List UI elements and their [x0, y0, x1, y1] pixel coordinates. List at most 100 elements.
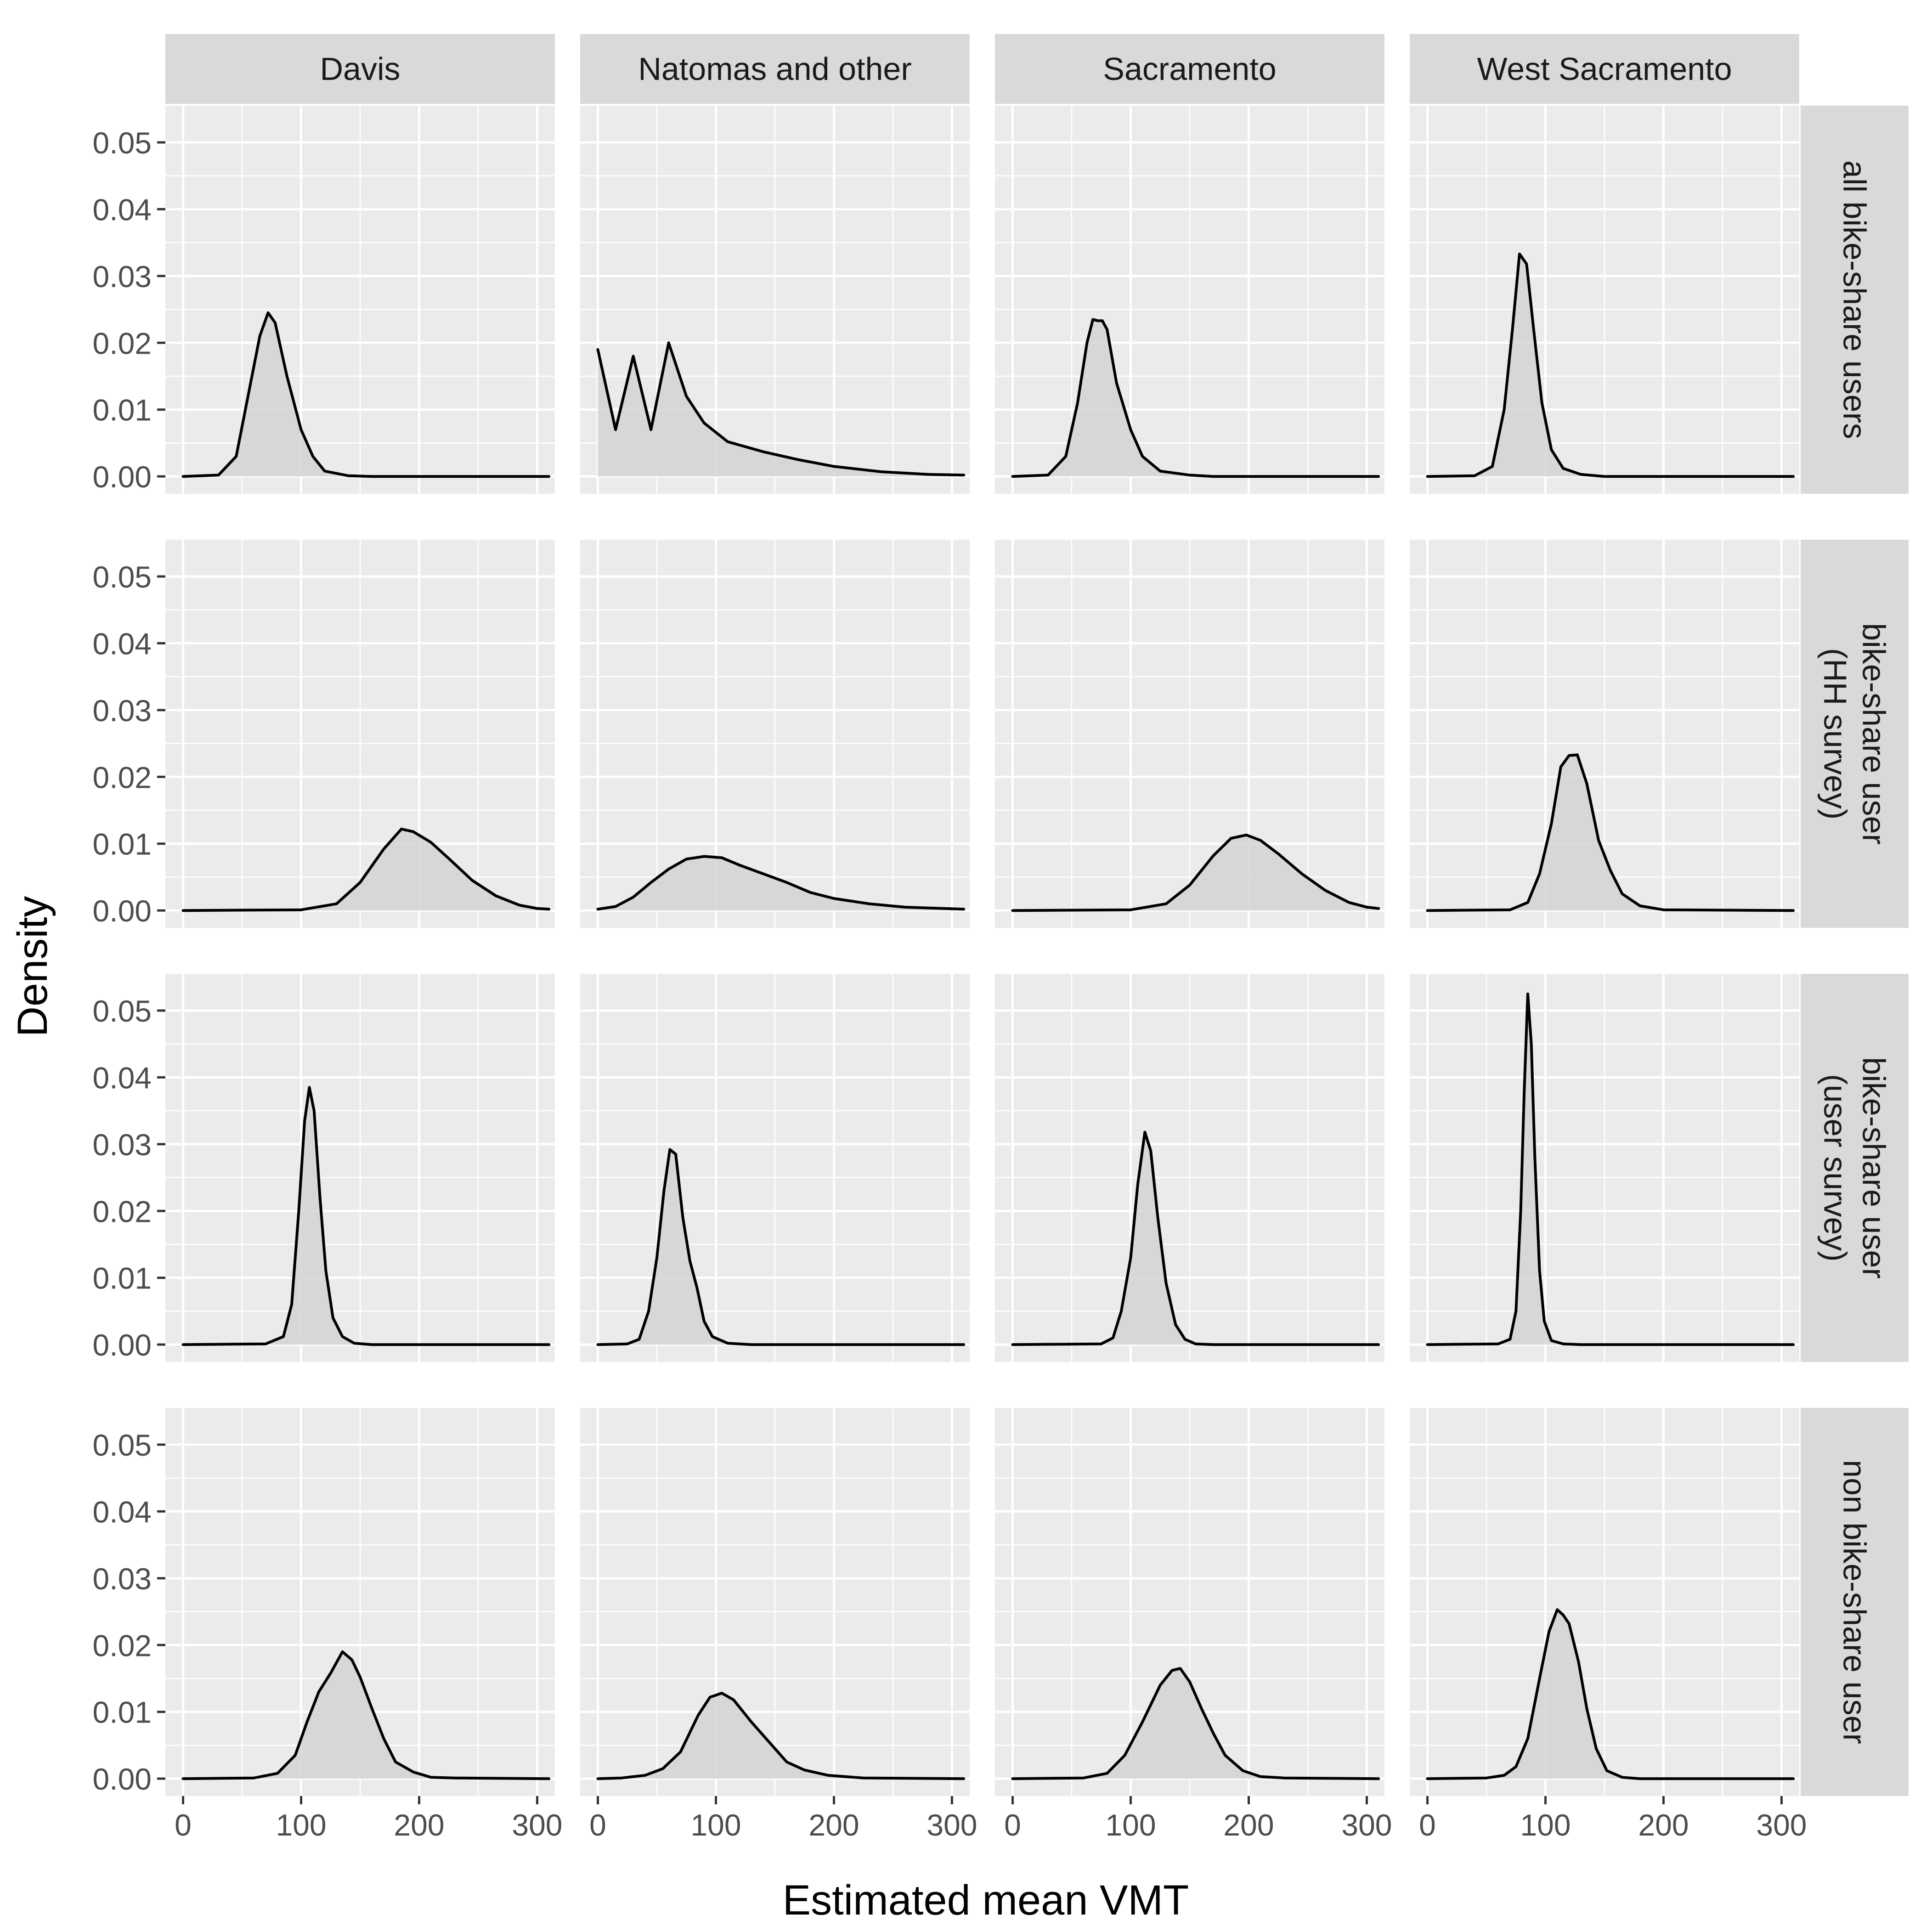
facet-panel [580, 974, 970, 1362]
x-tick-label: 200 [1638, 1808, 1689, 1842]
density-line [1426, 753, 1795, 912]
density-area [1427, 755, 1794, 911]
x-tick-label: 0 [1419, 1808, 1436, 1842]
density-area [1012, 835, 1379, 911]
y-tick-label: 0.05 [93, 1428, 152, 1462]
y-tick-label: 0.01 [93, 1261, 152, 1295]
x-tick-label: 300 [512, 1808, 562, 1842]
x-tick-label: 100 [1520, 1808, 1570, 1842]
x-tick-label: 300 [1341, 1808, 1392, 1842]
y-tick-label: 0.00 [93, 1328, 152, 1362]
x-axis-title: Estimated mean VMT [783, 1877, 1189, 1924]
y-tick-label: 0.03 [93, 1128, 152, 1162]
density-line [1011, 1130, 1380, 1346]
density-line [596, 341, 966, 477]
x-tick-label: 0 [1004, 1808, 1021, 1842]
facet-panel [995, 106, 1384, 494]
y-tick-label: 0.01 [93, 393, 152, 427]
y-tick-label: 0.04 [93, 192, 152, 226]
density-line [1011, 1667, 1380, 1780]
x-tick-label: 300 [926, 1808, 977, 1842]
x-tick-label: 100 [690, 1808, 741, 1842]
density-line [181, 827, 551, 912]
x-tick-label: 0 [589, 1808, 606, 1842]
column-strip-label: West Sacramento [1477, 51, 1732, 87]
row-strip-label: (user survey) [1818, 1074, 1853, 1261]
facet-panel [165, 974, 555, 1362]
row-strip [1801, 106, 1909, 494]
density-area [183, 1651, 549, 1779]
column-strip-label: Natomas and other [638, 51, 911, 87]
y-tick-label: 0.03 [93, 694, 152, 728]
row-strip-label: all bike-share users [1837, 160, 1873, 439]
y-tick-label: 0.01 [93, 1695, 152, 1729]
facet-panel [995, 974, 1384, 1362]
facet-panel [1410, 974, 1799, 1362]
row-strip-label-group: all bike-share users [1837, 160, 1873, 439]
density-area [598, 856, 964, 911]
facet-panel [165, 1408, 555, 1796]
density-line [1426, 1608, 1795, 1780]
density-area [598, 1693, 964, 1779]
facet-panel [165, 540, 555, 928]
y-tick-label: 0.04 [93, 1061, 152, 1095]
row-strip [1801, 540, 1909, 928]
y-tick-label: 0.04 [93, 1495, 152, 1529]
facet-panel [580, 1408, 970, 1796]
y-tick-label: 0.05 [93, 560, 152, 594]
row-strip [1801, 974, 1909, 1362]
facet-panel [995, 540, 1384, 928]
density-line [1011, 318, 1380, 478]
column-strip [580, 34, 970, 104]
density-line [1426, 992, 1795, 1346]
facet-grid: Davis Natomas and other Sacramento West Sac… [93, 34, 1909, 1842]
y-tick-label: 0.03 [93, 1562, 152, 1596]
facet-panel [995, 1408, 1384, 1796]
y-axis-title: Density [9, 896, 56, 1037]
row-strip-label: (HH survey) [1818, 648, 1853, 819]
y-tick-label: 0.01 [93, 827, 152, 861]
facet-panel [1410, 1408, 1799, 1796]
y-tick-label: 0.02 [93, 1194, 152, 1228]
density-area [183, 829, 549, 911]
y-tick-label: 0.03 [93, 260, 152, 294]
y-tick-label: 0.00 [93, 460, 152, 494]
row-strip-label-group: bike-share user(HH survey) [1818, 623, 1892, 844]
facet-panel [1410, 540, 1799, 928]
density-line [596, 855, 966, 911]
y-tick-label: 0.04 [93, 627, 152, 661]
density-area [1012, 1668, 1379, 1779]
row-strip [1801, 1408, 1909, 1796]
row-strip-label: bike-share user [1856, 623, 1892, 844]
column-strip [165, 34, 555, 104]
x-tick-label: 200 [808, 1808, 859, 1842]
y-tick-label: 0.02 [93, 1628, 152, 1662]
column-strip [995, 34, 1384, 104]
density-line [181, 311, 551, 478]
density-area [1427, 254, 1794, 477]
y-tick-label: 0.00 [93, 1762, 152, 1796]
facet-panel [580, 106, 970, 494]
x-tick-label: 200 [1223, 1808, 1274, 1842]
column-strip-label: Davis [320, 51, 400, 87]
density-line [596, 1692, 966, 1780]
x-tick-label: 200 [394, 1808, 444, 1842]
column-strip-label: Sacramento [1103, 51, 1276, 87]
y-tick-label: 0.05 [93, 994, 152, 1028]
row-strip-label: non bike-share user [1837, 1460, 1873, 1744]
facet-panel [1410, 106, 1799, 494]
column-strip [1410, 34, 1799, 104]
facet-panel [580, 540, 970, 928]
density-area [1012, 319, 1379, 477]
row-strip-label-group: non bike-share user [1837, 1460, 1873, 1744]
density-line [181, 1086, 551, 1346]
density-line [1011, 833, 1380, 912]
density-line [596, 1148, 966, 1346]
y-tick-label: 0.02 [93, 326, 152, 360]
row-strip-label: bike-share user [1856, 1057, 1892, 1278]
y-tick-label: 0.00 [93, 894, 152, 928]
x-tick-label: 0 [175, 1808, 192, 1842]
x-tick-label: 300 [1756, 1808, 1807, 1842]
y-tick-label: 0.02 [93, 760, 152, 794]
